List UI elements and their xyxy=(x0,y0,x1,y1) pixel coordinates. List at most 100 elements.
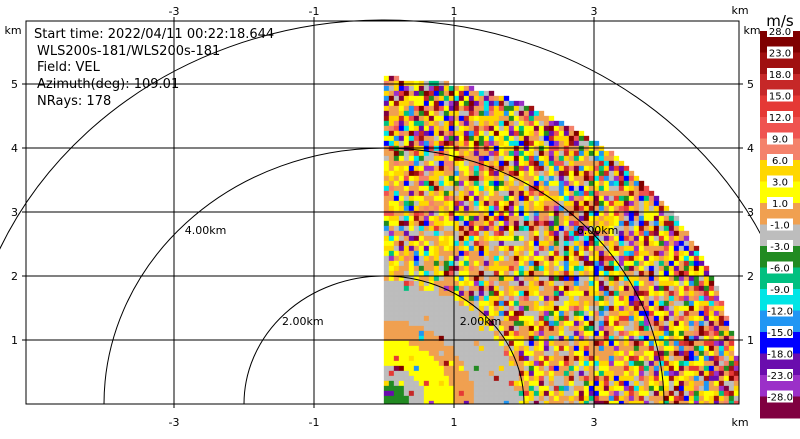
velocity-cell xyxy=(438,100,445,107)
velocity-cell xyxy=(638,260,645,267)
velocity-cell xyxy=(423,140,430,147)
velocity-cell xyxy=(528,120,535,127)
velocity-cell xyxy=(588,275,595,282)
velocity-cell xyxy=(603,340,610,347)
velocity-cell xyxy=(643,230,650,237)
velocity-cell xyxy=(443,85,450,92)
velocity-cell xyxy=(723,320,730,327)
velocity-cell xyxy=(643,365,650,372)
velocity-cell xyxy=(448,175,455,182)
velocity-cell xyxy=(563,260,570,267)
velocity-cell xyxy=(623,345,630,352)
velocity-cell xyxy=(383,220,390,227)
velocity-cell xyxy=(518,320,525,327)
velocity-cell xyxy=(593,140,600,147)
velocity-cell xyxy=(593,310,600,317)
velocity-cell xyxy=(468,245,475,252)
velocity-cell xyxy=(483,220,490,227)
velocity-cell xyxy=(668,310,675,317)
velocity-cell xyxy=(418,375,425,382)
velocity-cell xyxy=(413,190,420,197)
velocity-cell xyxy=(468,270,475,277)
velocity-cell xyxy=(443,130,450,137)
velocity-cell xyxy=(633,180,640,187)
velocity-cell xyxy=(708,295,715,302)
velocity-cell xyxy=(668,305,675,312)
velocity-cell xyxy=(608,245,615,252)
velocity-cell xyxy=(513,340,520,347)
velocity-cell xyxy=(648,220,655,227)
velocity-cell xyxy=(463,190,470,197)
velocity-cell xyxy=(413,295,420,302)
velocity-cell xyxy=(573,190,580,197)
velocity-cell xyxy=(428,340,435,347)
velocity-cell xyxy=(508,370,515,377)
velocity-cell xyxy=(443,225,450,232)
velocity-cell xyxy=(473,390,480,397)
velocity-cell xyxy=(718,390,725,397)
velocity-cell xyxy=(588,340,595,347)
velocity-cell xyxy=(533,190,540,197)
velocity-cell xyxy=(473,380,480,387)
velocity-cell xyxy=(633,360,640,367)
velocity-cell xyxy=(393,235,400,242)
velocity-cell xyxy=(493,125,500,132)
velocity-cell xyxy=(663,270,670,277)
velocity-cell xyxy=(498,265,505,272)
velocity-cell xyxy=(583,300,590,307)
velocity-cell xyxy=(418,310,425,317)
velocity-cell xyxy=(428,195,435,202)
velocity-cell xyxy=(573,160,580,167)
velocity-cell xyxy=(433,305,440,312)
velocity-cell xyxy=(493,200,500,207)
velocity-cell xyxy=(648,345,655,352)
velocity-cell xyxy=(603,160,610,167)
velocity-cell xyxy=(478,215,485,222)
velocity-cell xyxy=(618,165,625,172)
velocity-cell xyxy=(393,120,400,127)
velocity-cell xyxy=(533,380,540,387)
velocity-cell xyxy=(448,170,455,177)
velocity-cell xyxy=(398,220,405,227)
velocity-cell xyxy=(673,260,680,267)
velocity-cell xyxy=(448,355,455,362)
velocity-cell xyxy=(408,135,415,142)
velocity-cell xyxy=(613,155,620,162)
velocity-cell xyxy=(473,155,480,162)
velocity-cell xyxy=(418,205,425,212)
velocity-cell xyxy=(593,340,600,347)
velocity-cell xyxy=(473,150,480,157)
velocity-cell xyxy=(518,395,525,402)
velocity-cell xyxy=(658,205,665,212)
velocity-cell xyxy=(433,255,440,262)
velocity-cell xyxy=(388,150,395,157)
velocity-cell xyxy=(473,340,480,347)
velocity-cell xyxy=(438,305,445,312)
velocity-cell xyxy=(403,165,410,172)
velocity-cell xyxy=(383,195,390,202)
velocity-cell xyxy=(603,355,610,362)
velocity-cell xyxy=(398,360,405,367)
velocity-cell xyxy=(663,375,670,382)
velocity-cell xyxy=(398,200,405,207)
colorbar-label-bg xyxy=(767,326,793,338)
velocity-cell xyxy=(608,305,615,312)
velocity-cell xyxy=(448,370,455,377)
velocity-cell xyxy=(673,385,680,392)
velocity-cell xyxy=(673,355,680,362)
velocity-cell xyxy=(383,205,390,212)
velocity-cell xyxy=(613,240,620,247)
velocity-cell xyxy=(518,305,525,312)
velocity-cell xyxy=(653,280,660,287)
velocity-cell xyxy=(603,190,610,197)
y-tick-label-left: 2 xyxy=(11,270,18,283)
velocity-cell xyxy=(438,110,445,117)
velocity-cell xyxy=(398,90,405,97)
velocity-cell xyxy=(628,260,635,267)
velocity-cell xyxy=(673,280,680,287)
velocity-cell xyxy=(408,360,415,367)
velocity-cell xyxy=(513,155,520,162)
velocity-cell xyxy=(503,130,510,137)
velocity-cell xyxy=(428,245,435,252)
velocity-cell xyxy=(418,220,425,227)
